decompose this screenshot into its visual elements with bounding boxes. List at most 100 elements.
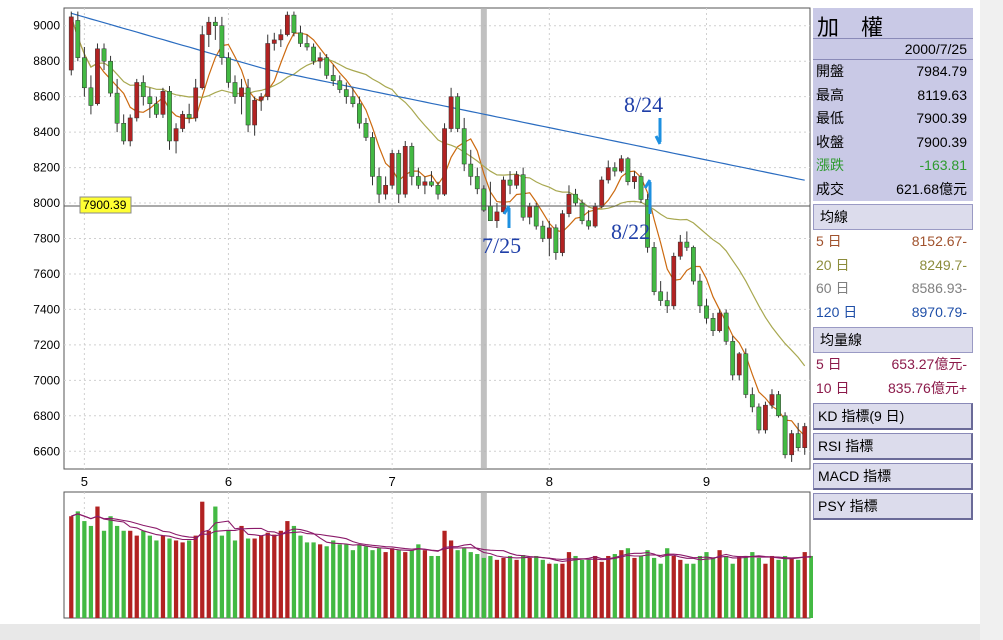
candle-body [389,153,395,186]
volume-bar [370,550,375,618]
volume-bar [671,555,676,618]
candle-body [520,174,526,218]
candle-body [160,91,166,115]
candle-body [285,14,290,35]
volume-bar [481,557,486,618]
volume-bar [363,546,369,618]
candle-body [108,60,113,94]
candle-body [677,241,683,257]
axes: 6600 6800 7000 7200 7400 7600 7800 8000 8200 8400… [33,19,710,489]
quote-date: 2000/7/25 [813,39,973,60]
indicator-button[interactable]: PSY 指標 [813,493,973,520]
quote-value: -163.81 [919,157,967,173]
quote-row: 最高 8119.63 [813,83,973,107]
ma-section-header: 均線 [813,204,973,230]
quote-label: 最低 [816,110,844,126]
quote-value: 7900.39 [916,110,967,126]
indicator-button[interactable]: RSI 指標 [813,433,973,460]
candle-body [199,34,205,89]
volume-bar [658,563,663,618]
volume-bar [383,552,388,618]
indicator-buttons: KD 指標(9 日) RSI 指標 MACD 指標 PSY 指標 [813,403,973,520]
x-tick-label: 7 [389,474,396,489]
candle-body [684,241,690,248]
volume-bar [684,563,689,618]
candle-body [140,82,146,97]
quote-table: 開盤 7984.79 最高 8119.63 最低 7900.39 收盤 7900.39 漲跌 -1… [813,60,973,201]
candle-body [75,20,81,58]
volume-bar [507,555,513,618]
volume-bar [193,535,198,618]
ma-label: 60 日 [816,280,850,296]
volume-bar [455,550,460,618]
ma-row: 5 日 8152.67- [813,230,973,254]
volume-bar [403,552,408,618]
candle-body [481,188,487,211]
candle-body [271,39,277,44]
quote-value: 7900.39 [916,133,967,150]
candle-body [232,82,238,97]
volume-bar [743,555,748,618]
volume-bar [101,530,107,618]
candle-body [776,394,781,417]
y-tick-label: 7800 [33,232,60,246]
volume-bar [566,552,572,618]
volume-bar [376,548,382,618]
candle-body [494,211,500,222]
candle-body [435,185,441,195]
volume-ma-table: 5 日 653.27億元- 10 日 835.76億元+ [813,353,973,400]
volume-bar [324,546,329,618]
volume-bar [593,555,598,618]
quote-row: 漲跌 -163.81 [813,154,973,178]
candle-body [134,82,140,119]
quote-label: 成交 [816,180,844,197]
candle-body [343,89,349,97]
candle-body [507,179,513,186]
volume-bar [710,557,716,618]
crosshair-bar [480,8,487,469]
volume-bar [272,534,277,618]
volume-bar [422,550,428,618]
candle-body [553,227,559,253]
candle-body [795,433,801,448]
indicator-button[interactable]: MACD 指標 [813,463,973,490]
y-tick-label: 6600 [33,444,60,458]
volume-bar [468,552,473,618]
volume-bar [494,559,500,618]
candle-body [671,255,677,307]
volume-bar [285,521,290,618]
indicator-button[interactable]: KD 指標(9 日) [813,403,973,430]
candle-body [383,185,388,195]
candle-body [763,404,768,431]
y-tick-label: 7200 [33,338,60,352]
volume-bar [619,550,624,618]
volume-bar [88,525,94,618]
volume-bar [697,555,703,618]
candle-body [743,353,749,395]
candle-body [723,312,729,342]
volume-bar [317,544,323,618]
volume-bar [160,535,166,618]
ma-row: 60 日 8586.93- [813,277,973,301]
candle-body [147,96,153,104]
volume-bar [448,540,454,618]
volume-bar [756,557,762,618]
volume-bar [776,559,781,618]
quote-row: 收盤 7900.39 [813,130,973,154]
volume-bar [802,552,807,618]
ma-value: 8586.93- [911,280,967,296]
candle-body [396,153,402,195]
candle-body [599,179,605,207]
candle-body [226,57,231,83]
candle-body [782,415,788,456]
y-tick-label: 8800 [33,54,60,68]
x-tick-label: 5 [81,474,88,489]
ma60-line [71,12,805,181]
y-tick-label: 9000 [33,19,60,33]
volume-bar [187,540,192,618]
candle-body [212,21,218,26]
candle-body [173,128,179,142]
candle-body [691,247,696,282]
quote-value: 621.68億元 [896,180,967,197]
